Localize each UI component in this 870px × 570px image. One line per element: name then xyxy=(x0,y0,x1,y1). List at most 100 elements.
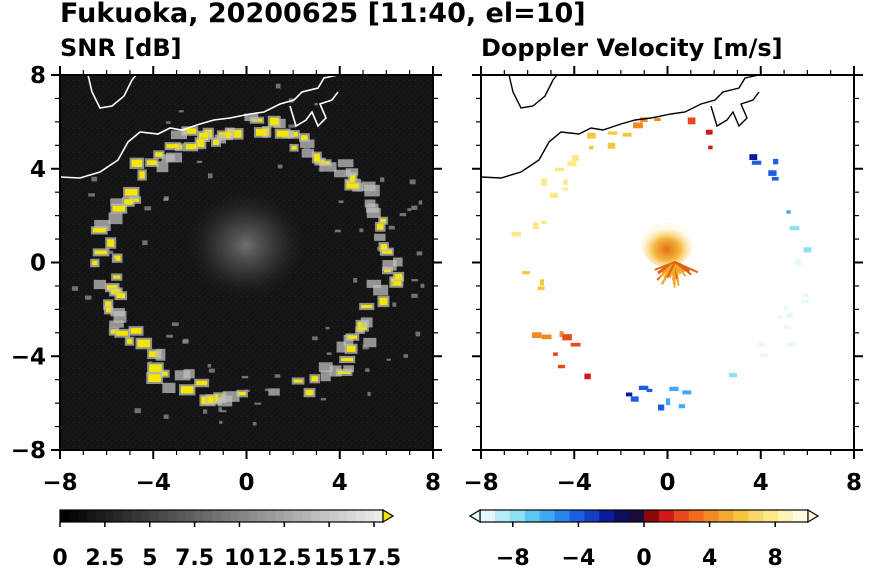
snr-echo-cell-strong xyxy=(346,180,359,189)
doppler-echo-cell xyxy=(630,396,639,402)
snr-echo-cell xyxy=(382,260,397,271)
colorbar-segment xyxy=(763,510,779,522)
colorbar-segment xyxy=(140,510,151,522)
snr-echo-cell-strong xyxy=(341,357,354,362)
colorbar-segment xyxy=(104,510,115,522)
snr-speckle xyxy=(411,205,418,210)
snr-speckle xyxy=(207,363,212,368)
doppler-echo-cell xyxy=(801,293,809,298)
snr-echo-cell xyxy=(268,388,280,396)
snr-echo-cell-strong xyxy=(148,374,161,382)
snr-echo-cell xyxy=(301,148,315,158)
doppler-echo-cell xyxy=(559,331,564,338)
doppler-echo-cell xyxy=(554,167,565,172)
snr-speckle xyxy=(377,246,381,251)
doppler-echo-cell xyxy=(783,325,790,330)
snr-echo-cell xyxy=(329,365,342,377)
snr-echo-cell xyxy=(244,113,259,122)
snr-echo-cell-strong xyxy=(228,130,242,138)
snr-echo-cell-strong xyxy=(105,301,112,308)
snr-echo-cell-strong xyxy=(391,278,402,286)
snr-speckle xyxy=(403,354,409,358)
snr-echo-cell xyxy=(361,181,376,192)
snr-echo-cell-strong xyxy=(185,144,197,150)
doppler-echo-cell xyxy=(773,158,779,165)
snr-speckle xyxy=(264,388,271,392)
doppler-center-ray xyxy=(654,261,676,271)
snr-echo-cell xyxy=(345,168,359,176)
snr-echo-cell xyxy=(170,130,188,140)
snr-echo-cell xyxy=(156,161,169,173)
colorbar-segment xyxy=(60,510,70,522)
x-tick-label: 8 xyxy=(425,470,441,496)
snr-echo-cell xyxy=(374,233,386,241)
snr-speckle xyxy=(252,422,257,426)
snr-echo-cell-strong xyxy=(130,328,142,334)
snr-echo-cell xyxy=(336,341,347,353)
snr-echo-cell xyxy=(183,369,195,379)
doppler-echo-cell xyxy=(783,306,789,310)
snr-echo-cell xyxy=(393,257,403,267)
snr-speckle xyxy=(288,124,296,128)
snr-speckle xyxy=(134,408,141,414)
snr-echo-cell-strong xyxy=(181,386,194,394)
doppler-echo-cell xyxy=(785,312,793,318)
doppler-echo-cell xyxy=(794,258,802,266)
x-tick-label: −8 xyxy=(463,470,498,496)
doppler-echo-cell xyxy=(511,231,522,237)
x-tick-label: 4 xyxy=(753,470,769,496)
doppler-echo-cell xyxy=(537,286,545,291)
snr-echo-cell-strong xyxy=(377,223,384,230)
snr-center-clutter xyxy=(186,190,306,300)
doppler-echo-ring xyxy=(511,117,812,411)
snr-echo-cell-strong xyxy=(293,379,303,383)
colorbar-segment xyxy=(374,510,384,522)
colorbar-segment xyxy=(311,510,321,522)
x-tick-label: 0 xyxy=(238,470,254,496)
colorbar-segment xyxy=(329,510,339,522)
snr-echo-cell-strong xyxy=(139,171,145,179)
doppler-echo-cell xyxy=(758,342,764,348)
colorbar-segment xyxy=(212,510,222,522)
snr-echo-cell xyxy=(373,284,389,296)
axes: −8 −4 0 4 8 8 4 0 −4 −8 −8 −4 0 4 8 xyxy=(11,63,863,496)
snr-echo-cell xyxy=(155,348,166,361)
doppler-echo-cell xyxy=(787,342,796,348)
snr-echo-cell-strong xyxy=(113,275,121,279)
colorbar-segment xyxy=(275,510,285,522)
colorbar-segment xyxy=(793,510,809,522)
snr-echo-cell xyxy=(94,219,111,231)
snr-speckle xyxy=(411,293,418,298)
snr-speckle xyxy=(353,277,358,283)
colorbar-segment xyxy=(86,510,97,522)
snr-echo-cell xyxy=(93,279,107,290)
snr-speckle xyxy=(362,344,369,350)
snr-echo-cell-strong xyxy=(196,380,208,386)
colorbar-segment xyxy=(748,510,764,522)
doppler-center-ray xyxy=(674,261,691,273)
x-tick-label: 0 xyxy=(659,470,675,496)
colorbar-segment xyxy=(688,510,705,522)
snr-echo-cell xyxy=(109,320,124,328)
snr-echo-cell-strong xyxy=(301,135,308,140)
snr-echo-cell-strong xyxy=(305,389,314,396)
snr-speckle xyxy=(196,160,203,164)
x-tick-label: 8 xyxy=(846,470,862,496)
colorbar-segment xyxy=(599,510,615,522)
colorbar-segment xyxy=(338,510,348,522)
doppler-echo-cell xyxy=(776,315,783,319)
snr-speckle xyxy=(220,410,227,413)
snr-speckle xyxy=(274,374,281,378)
colorbar-extend-max xyxy=(807,508,820,524)
doppler-echo-cell xyxy=(607,142,616,149)
snr-echo-cell xyxy=(320,370,331,382)
y-tick-label: 4 xyxy=(30,157,46,183)
snr-echo-cell xyxy=(343,365,354,373)
colorbar-tick-label: 5 xyxy=(142,546,157,570)
colorbar-segment xyxy=(733,510,749,522)
doppler-echo-cell xyxy=(654,117,661,122)
snr-colorbar: 0 2.5 5 7.5 10 12.5 15 17.5 xyxy=(52,508,401,570)
doppler-echo-cell xyxy=(625,392,633,397)
snr-speckle xyxy=(389,282,394,285)
colorbar-segment xyxy=(302,510,312,522)
